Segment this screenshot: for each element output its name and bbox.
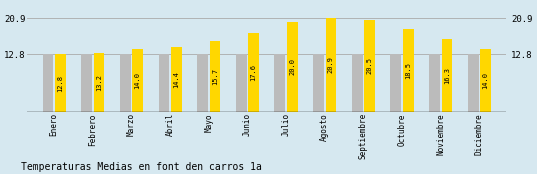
Bar — [81, 54, 92, 112]
Bar — [287, 22, 297, 112]
Text: 17.6: 17.6 — [251, 64, 257, 81]
Bar — [236, 54, 246, 112]
Bar — [364, 20, 375, 112]
Bar — [42, 54, 53, 112]
Text: 15.7: 15.7 — [212, 68, 218, 85]
Text: 18.5: 18.5 — [405, 62, 411, 79]
Bar — [429, 54, 440, 112]
Text: 14.0: 14.0 — [135, 72, 141, 89]
Bar — [55, 54, 66, 112]
Bar — [158, 54, 169, 112]
Bar — [120, 54, 130, 112]
Text: 13.2: 13.2 — [96, 74, 102, 91]
Bar — [209, 41, 220, 112]
Bar — [274, 54, 285, 112]
Bar — [325, 18, 336, 112]
Bar — [197, 54, 208, 112]
Bar — [352, 54, 362, 112]
Text: 14.0: 14.0 — [483, 72, 489, 89]
Bar — [390, 54, 401, 112]
Text: 16.3: 16.3 — [444, 67, 450, 84]
Bar — [93, 53, 104, 112]
Bar — [313, 54, 324, 112]
Text: 12.8: 12.8 — [57, 75, 63, 92]
Bar — [132, 49, 143, 112]
Bar — [171, 47, 182, 112]
Text: 14.4: 14.4 — [173, 71, 179, 88]
Bar — [468, 54, 478, 112]
Text: 20.0: 20.0 — [289, 58, 295, 76]
Text: 20.9: 20.9 — [328, 57, 334, 73]
Bar — [403, 29, 413, 112]
Bar — [441, 39, 452, 112]
Bar — [480, 49, 491, 112]
Text: Temperaturas Medias en font den carros 1a: Temperaturas Medias en font den carros 1… — [21, 162, 263, 172]
Bar — [248, 33, 259, 112]
Text: 20.5: 20.5 — [367, 57, 373, 74]
